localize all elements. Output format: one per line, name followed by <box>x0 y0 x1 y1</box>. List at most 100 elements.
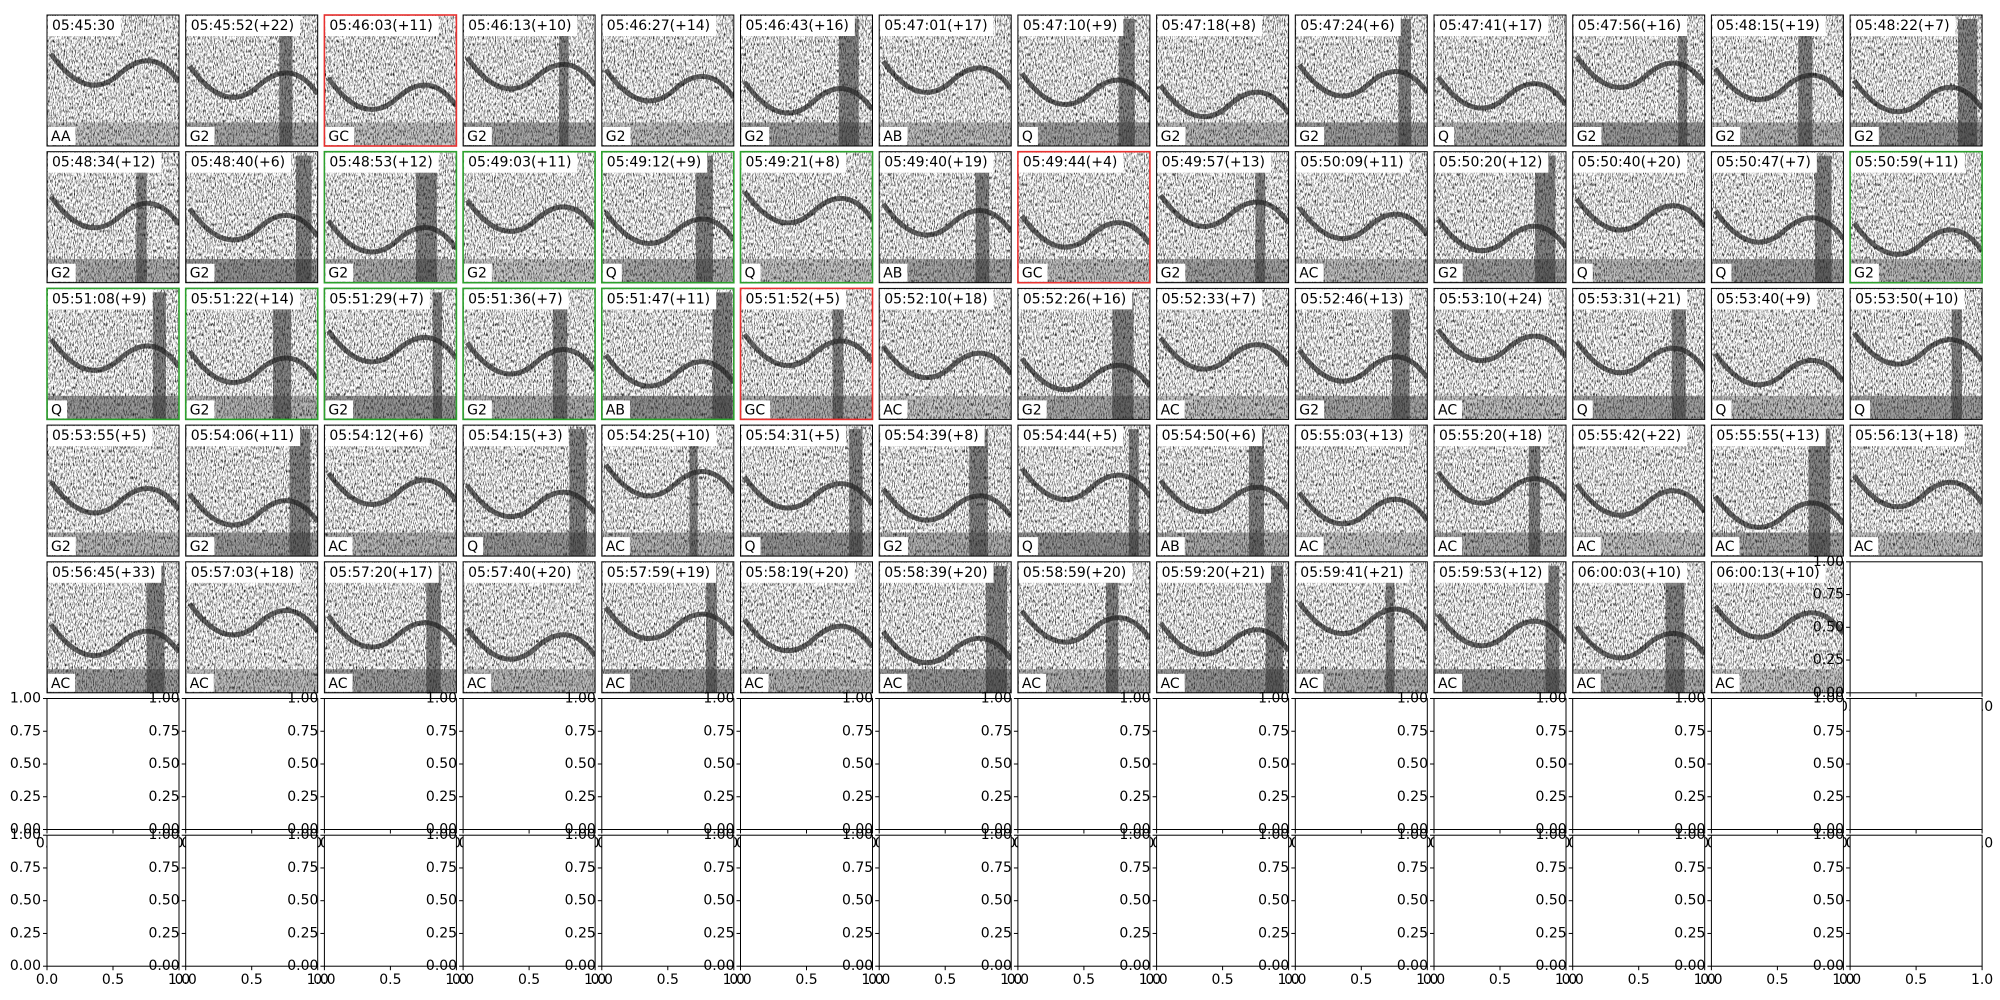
axes-frame <box>1710 698 1844 830</box>
vertical-band <box>136 155 147 283</box>
y-tick-label: 0.25 <box>565 789 596 805</box>
spectrogram-panel: 05:47:01(+17) AB <box>878 14 1012 147</box>
vertical-band <box>1265 565 1284 693</box>
spectrogram-shapes <box>463 198 596 283</box>
y-tick-label: 0.00 <box>1119 958 1150 974</box>
y-tick-label: 0.25 <box>149 789 180 805</box>
y-tick-label: 0.25 <box>426 789 457 805</box>
y-tick-label: 1.00 <box>1813 554 1844 570</box>
title-box <box>1296 152 1410 173</box>
y-tick-label: 0.50 <box>842 756 873 772</box>
low-band <box>1295 395 1428 420</box>
title-box <box>186 16 301 36</box>
panel-label: G2 <box>190 402 210 418</box>
spectrogram-panel: 05:52:33(+7) AC <box>1156 287 1290 420</box>
low-band <box>185 532 318 557</box>
label-box <box>186 673 214 692</box>
title-box <box>741 152 846 173</box>
y-tick-label: 0.75 <box>1119 723 1150 739</box>
title-box <box>1435 289 1549 310</box>
call-contour <box>1574 54 1705 90</box>
low-band <box>740 532 873 557</box>
spectrogram-panel: 05:54:31(+5) Q <box>740 424 873 557</box>
y-tick-label: 0.00 <box>842 822 873 838</box>
spectrogram-panel: 05:59:20(+21) AC <box>1156 561 1290 694</box>
spectrogram-shapes <box>1156 336 1289 420</box>
y-tick-label: 1.00 <box>426 827 457 843</box>
title-box <box>1712 16 1826 36</box>
low-band <box>1572 395 1705 420</box>
spectrogram-panel: 05:55:20(+18) AC <box>1433 424 1567 557</box>
x-tick-label: 1.0 <box>861 972 883 988</box>
low-band <box>1156 259 1289 283</box>
spectrogram-shapes <box>1850 221 1983 283</box>
panel-label: G2 <box>883 539 903 555</box>
title-box <box>48 289 153 310</box>
x-tick-label: 0.5 <box>379 972 401 988</box>
spectrogram-panel: 05:52:10(+18) AC <box>878 287 1012 420</box>
y-tick-label: 0.50 <box>565 893 596 909</box>
vertical-band <box>289 429 311 557</box>
panel-frame <box>1433 14 1567 147</box>
y-tick-label: 0.00 <box>981 958 1012 974</box>
low-band <box>1017 395 1150 420</box>
panel-frame <box>1294 424 1428 557</box>
vertical-band <box>975 155 990 283</box>
panel-label: Q <box>1022 539 1033 555</box>
label-box <box>48 263 76 282</box>
vertical-band <box>1392 292 1410 420</box>
label-box <box>741 400 771 419</box>
vertical-band <box>272 292 292 420</box>
spectrogram-shapes <box>601 565 734 693</box>
spectrogram-noise <box>879 425 1012 557</box>
x-tick-label: 1.0 <box>1139 972 1161 988</box>
spectrogram-shapes <box>1156 565 1289 693</box>
low-band <box>740 669 873 693</box>
y-tick-label: 0.00 <box>1813 958 1844 974</box>
y-tick-label: 1.00 <box>1536 827 1567 843</box>
call-contour <box>1297 205 1428 242</box>
spectrogram-shapes <box>463 19 596 146</box>
spectrogram-panel: 05:58:19(+20) AC <box>740 561 873 694</box>
panel-frame <box>878 151 1012 284</box>
title-box <box>1296 289 1410 310</box>
spectrogram-shapes <box>879 565 1012 693</box>
panel-label: AC <box>745 676 764 692</box>
low-band <box>1434 532 1566 557</box>
y-tick-label: 0.25 <box>1813 925 1844 941</box>
title-box <box>741 289 846 310</box>
spectrogram-panel: 05:47:24(+6) G2 <box>1294 14 1428 147</box>
y-tick-label: 0.75 <box>842 860 873 876</box>
panel-title: 05:49:44(+4) <box>1023 155 1117 171</box>
title-box <box>186 289 301 310</box>
y-tick-label: 0.00 <box>1813 822 1844 838</box>
panel-title: 05:59:53(+12) <box>1439 565 1542 581</box>
title-box <box>1157 16 1263 36</box>
spectrogram-noise <box>1156 288 1289 420</box>
panel-title: 05:50:40(+20) <box>1578 155 1681 171</box>
spectrogram-shapes <box>1434 155 1566 283</box>
title-box <box>48 152 162 173</box>
spectrogram-panel: 05:56:45(+33) AC <box>46 561 180 694</box>
label-box <box>1851 127 1879 145</box>
low-band <box>324 669 457 693</box>
title-box <box>1018 152 1124 173</box>
spectrogram-shapes <box>1295 19 1428 146</box>
x-tick-label: 0.0 <box>591 972 613 988</box>
spectrogram-shapes <box>185 292 318 420</box>
vertical-band <box>1249 429 1264 557</box>
panel-label: G2 <box>190 129 210 145</box>
spectrogram-shapes <box>1156 155 1289 283</box>
vertical-band <box>152 292 166 420</box>
title-box <box>1573 426 1688 447</box>
spectrogram-noise <box>1017 151 1150 283</box>
y-tick-label: 1.00 <box>981 827 1012 843</box>
panel-frame <box>878 561 1012 694</box>
label-box <box>741 537 761 556</box>
y-tick-label: 0.50 <box>426 756 457 772</box>
y-tick-label: 1.00 <box>842 691 873 707</box>
label-box <box>1435 263 1463 282</box>
vertical-band <box>1678 19 1688 146</box>
label-box <box>880 127 908 145</box>
panel-frame <box>1294 151 1428 284</box>
